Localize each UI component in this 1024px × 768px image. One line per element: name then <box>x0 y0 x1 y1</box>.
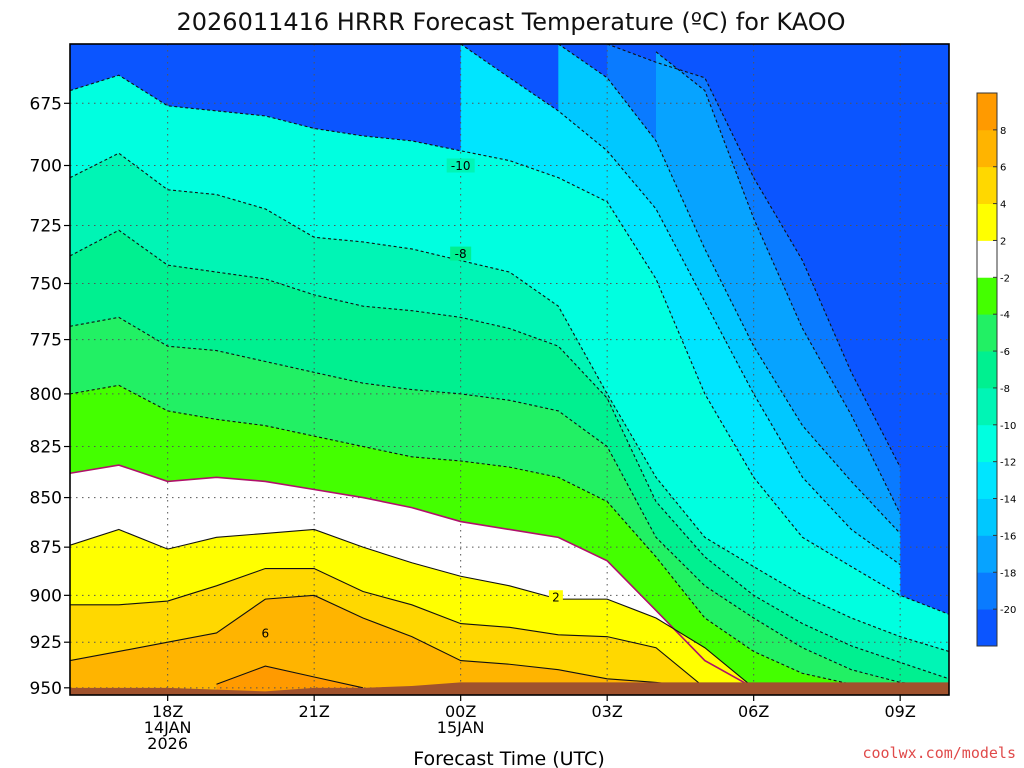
colorbar-segment <box>977 461 997 499</box>
colorbar-segment <box>977 240 997 278</box>
colorbar-label: 6 <box>1000 163 1006 174</box>
isotherm-2 <box>70 528 755 689</box>
y-tick-label: 875 <box>30 538 62 558</box>
x-tick-label: 21Z <box>299 702 330 721</box>
contour-label-bg-3 <box>258 625 273 640</box>
contour-label: -10 <box>451 159 471 173</box>
isotherm-minus8 <box>70 229 949 680</box>
colorbar-segment <box>977 277 997 315</box>
colorbar-segment <box>977 203 997 241</box>
colorbar: -20 -18 -16 -14 -12 -10 -8 -6 -4 -2 2 4 6 8 <box>976 92 1016 647</box>
isotherm-minus12 <box>70 74 949 615</box>
x-tick-label: 09Z <box>885 702 916 721</box>
isotherm-minus20 <box>606 44 901 468</box>
colorbar-segment <box>977 424 997 463</box>
colorbar-label: -6 <box>1000 347 1010 358</box>
colorbar-segment <box>977 535 997 573</box>
y-axis: 675 700 725 750 775 800 825 850 875 900 925 950 <box>30 94 70 699</box>
x-tick-label: 2026 <box>147 734 188 753</box>
contour-label-bg-0 <box>446 158 475 173</box>
isotherm-4 <box>70 567 706 689</box>
isotherm-minus2 <box>70 464 755 689</box>
colorbar-segment <box>977 572 997 610</box>
colorbar-label: 8 <box>1000 126 1006 137</box>
y-tick-label: 950 <box>30 679 62 699</box>
y-tick-label: 675 <box>30 94 62 114</box>
y-tick-label: 775 <box>30 331 62 351</box>
isotherm-minus4 <box>70 384 949 691</box>
plot-frame <box>69 43 950 696</box>
contour-label-bg-1 <box>450 246 472 261</box>
x-tick-label: 03Z <box>592 702 623 721</box>
y-tick-label: 700 <box>30 156 62 176</box>
contour-label-bg-2 <box>548 590 563 605</box>
colorbar-label: -18 <box>1000 568 1016 579</box>
plot-area: -10 -8 2 6 <box>70 44 949 695</box>
colorbar-label: -10 <box>1000 421 1016 432</box>
x-tick-label: 18Z <box>152 702 183 721</box>
colorbar-label: -12 <box>1000 458 1016 469</box>
isotherm-6 <box>70 594 705 689</box>
colorbar-segment <box>977 129 997 168</box>
site-credit: coolwx.com/models <box>862 744 1016 762</box>
colorbar-label: -4 <box>1000 310 1010 321</box>
fill-band-above-8 <box>216 666 363 695</box>
x-axis-label: Forecast Time (UTC) <box>413 748 604 768</box>
y-tick-label: 725 <box>30 217 62 237</box>
colorbar-label: -14 <box>1000 495 1016 506</box>
colorbar-label: -2 <box>1000 273 1010 284</box>
colorbar-label: -20 <box>1000 605 1016 616</box>
contour-label: 6 <box>262 626 270 640</box>
x-tick-label: 06Z <box>738 702 769 721</box>
colorbar-label: -8 <box>1000 384 1010 395</box>
x-tick-label: 15JAN <box>437 718 485 737</box>
y-tick-label: 825 <box>30 438 62 458</box>
colorbar-segment <box>977 609 997 647</box>
ground-surface <box>70 682 949 695</box>
y-tick-label: 750 <box>30 275 62 295</box>
colorbar-frame <box>976 92 998 647</box>
y-tick-label: 900 <box>30 586 62 606</box>
isotherm-minus18 <box>655 51 901 514</box>
fill-band-above-6 <box>70 595 705 695</box>
x-tick-label: 14JAN <box>144 718 192 737</box>
colorbar-segment <box>977 314 997 352</box>
colorbar-segment <box>977 351 997 389</box>
y-tick-label: 925 <box>30 633 62 653</box>
isotherm-minus14 <box>460 44 901 566</box>
colorbar-segment <box>977 498 997 536</box>
contour-label: 2 <box>552 591 560 605</box>
x-tick-label: 00Z <box>445 702 476 721</box>
isotherm-minus16 <box>558 44 901 534</box>
colorbar-label: -16 <box>1000 531 1016 542</box>
y-tick-label: 800 <box>30 385 62 405</box>
colorbar-segment <box>977 387 997 426</box>
chart-title: 2026011416 HRRR Forecast Temperature (ºC… <box>176 8 845 36</box>
colorbar-segment <box>977 93 997 131</box>
colorbar-label: 4 <box>1000 200 1006 211</box>
isotherm-8 <box>216 665 364 689</box>
colorbar-segment <box>977 166 997 204</box>
contour-label: -8 <box>455 247 467 261</box>
isotherm-minus6 <box>70 316 949 689</box>
colorbar-label: 2 <box>1000 236 1006 247</box>
y-tick-label: 850 <box>30 489 62 509</box>
